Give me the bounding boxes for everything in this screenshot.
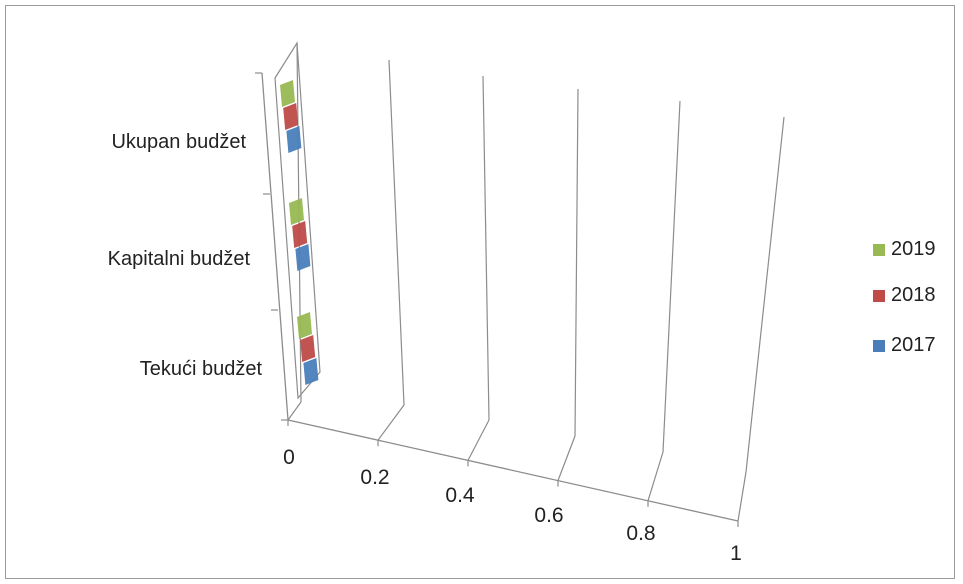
bar-2019-1 [289,198,304,225]
floor-depth-line [647,451,664,501]
floor-depth-line [467,419,490,461]
value-gridline [745,116,785,473]
bar-chart: 0 0.2 0.4 0.6 0.8 1 Tekući budžet Kapitalni bud… [108,41,936,565]
value-axis-line [287,419,739,522]
value-gridline [574,88,579,437]
bar-2017-2 [286,126,302,153]
legend-label-2018: 2018 [891,284,936,306]
legend-label-2017: 2017 [891,334,936,356]
floor-depth-line [737,471,747,522]
chart-frame: 0 0.2 0.4 0.6 0.8 1 Tekući budžet Kapitalni bud… [5,5,955,579]
bar-2019-0 [297,312,312,339]
value-tick-label: 1 [730,542,742,565]
bar-2019-2 [280,80,295,107]
bar-2018-1 [292,221,308,248]
legend-swatch-2017 [873,340,885,352]
legend-swatch-2018 [873,290,885,302]
category-label: Tekući budžet [140,358,263,380]
category-label: Kapitalni budžet [108,248,251,270]
value-tick-label: 0.2 [360,466,389,489]
legend-swatch-2019 [873,244,885,256]
bar-2017-1 [295,244,311,271]
legend-label-2019: 2019 [891,238,936,260]
floor-depth-line [557,435,576,481]
bar-2018-2 [283,103,299,130]
value-gridline [296,42,302,403]
bar-panel-outline [274,41,321,400]
value-tick-label: 0.8 [626,522,655,545]
category-label: Ukupan budžet [111,131,246,153]
floor-depth-line [377,404,405,441]
category-axis-line [261,72,289,421]
value-tick-label: 0.4 [445,484,475,507]
floor-depth-line [287,401,302,421]
value-tick-label: 0 [283,446,295,469]
value-gridline [662,100,681,453]
value-gridline [482,75,490,421]
bar-2017-0 [303,358,319,385]
value-tick-label: 0.6 [534,504,563,527]
bar-2018-0 [300,335,316,362]
value-gridline [388,59,405,406]
